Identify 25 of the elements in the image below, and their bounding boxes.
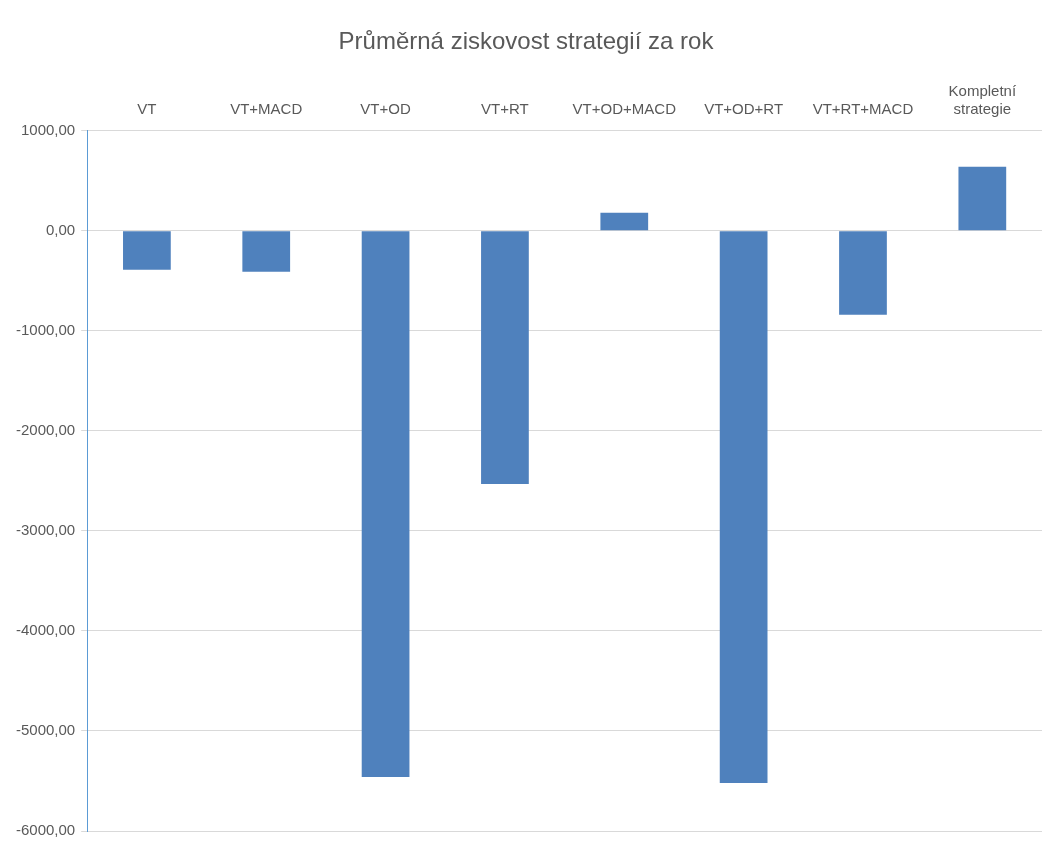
bar bbox=[839, 231, 887, 315]
bar bbox=[719, 231, 768, 783]
bar bbox=[123, 231, 171, 270]
y-tick-label: 1000,00 bbox=[20, 120, 76, 138]
y-tick-label: -2000,00 bbox=[16, 421, 76, 439]
x-tick-label: VT+RT+MACD bbox=[812, 99, 914, 117]
bar bbox=[958, 166, 1007, 231]
x-tick-label: VT+MACD bbox=[230, 99, 303, 117]
y-tick-label: -6000,00 bbox=[16, 821, 76, 839]
x-tick-label: VT+OD+RT bbox=[704, 99, 784, 117]
x-tick-label: Kompletní strategie bbox=[948, 81, 1017, 117]
bar bbox=[242, 231, 291, 272]
bar bbox=[481, 231, 529, 484]
x-tick-label: VT bbox=[137, 99, 157, 117]
bar bbox=[361, 231, 410, 777]
chart-title: Průměrná ziskovost strategií za rok bbox=[338, 27, 715, 55]
x-tick-label: VT+OD+MACD bbox=[572, 99, 677, 117]
x-tick-label: VT+OD bbox=[360, 99, 411, 117]
bar bbox=[600, 212, 649, 231]
y-tick-label: -3000,00 bbox=[16, 521, 76, 539]
y-tick-label: 0,00 bbox=[46, 220, 76, 238]
y-tick-label: -4000,00 bbox=[16, 621, 76, 639]
y-tick-label: -5000,00 bbox=[16, 721, 76, 739]
x-tick-label: VT+RT bbox=[481, 99, 529, 117]
y-tick-label: -1000,00 bbox=[16, 321, 76, 338]
